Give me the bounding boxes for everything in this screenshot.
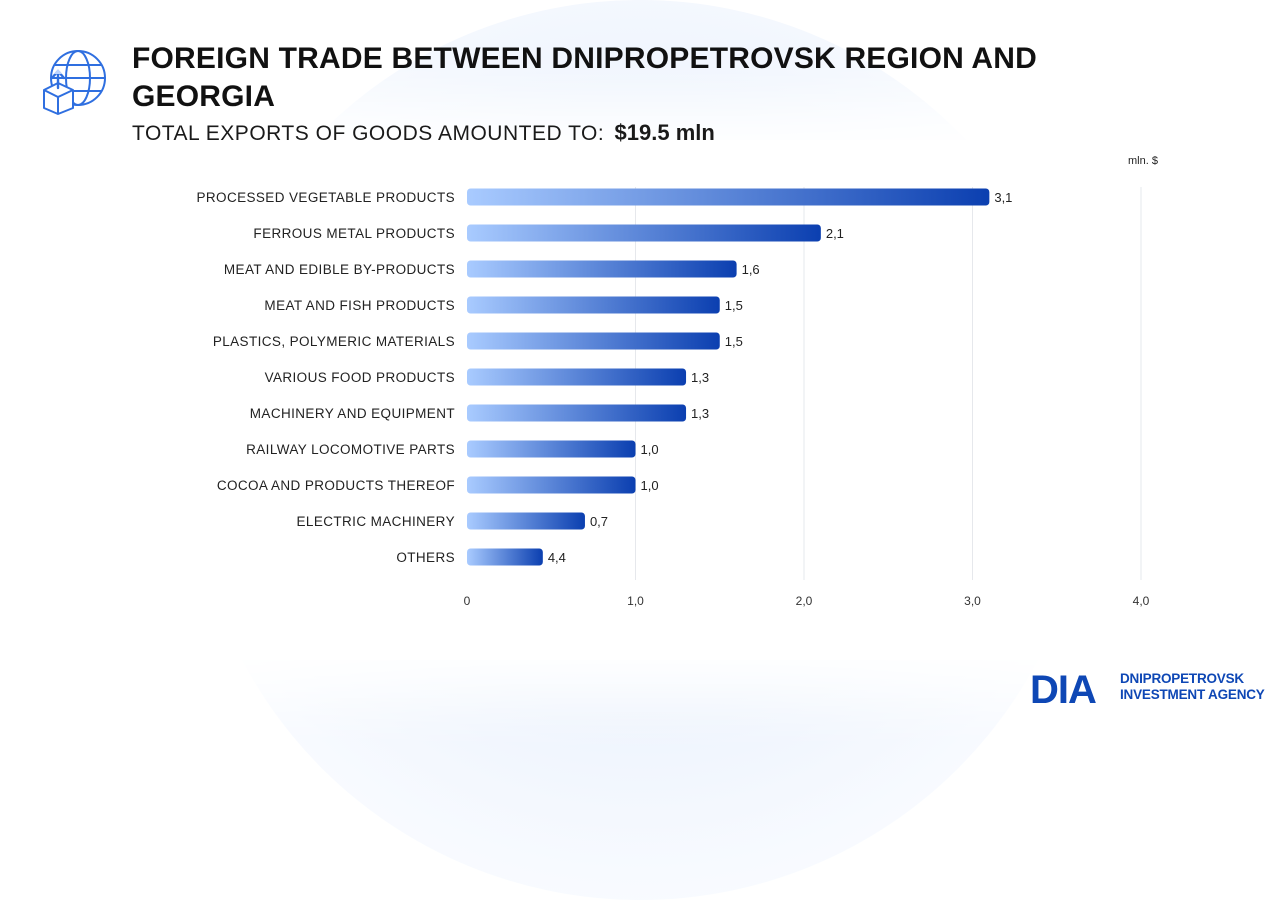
subtitle-prefix: TOTAL EXPORTS OF GOODS AMOUNTED TO: xyxy=(132,122,605,145)
dia-logo-mark: DIA xyxy=(1030,668,1097,707)
value-label: 0,7 xyxy=(590,514,608,529)
value-label: 1,3 xyxy=(691,370,709,385)
dia-logo-text: DNIPROPETROVSK INVESTMENT AGENCY xyxy=(1120,671,1265,703)
bar xyxy=(467,296,720,314)
category-label: MEAT AND EDIBLE BY-PRODUCTS xyxy=(224,262,455,277)
value-label: 1,5 xyxy=(725,298,743,313)
value-label: 2,1 xyxy=(826,226,844,241)
category-label: RAILWAY LOCOMOTIVE PARTS xyxy=(246,442,455,457)
category-label: PROCESSED VEGETABLE PRODUCTS xyxy=(196,190,455,205)
category-label: PLASTICS, POLYMERIC MATERIALS xyxy=(213,334,455,349)
dia-logo-letters: DIA xyxy=(1030,668,1096,707)
bar xyxy=(467,512,585,530)
bar xyxy=(467,368,687,386)
x-tick-label: 4,0 xyxy=(1133,594,1150,608)
x-tick-label: 2,0 xyxy=(796,594,813,608)
x-tick-label: 3,0 xyxy=(964,594,981,608)
bar xyxy=(467,260,737,278)
category-label: FERROUS METAL PRODUCTS xyxy=(253,226,455,241)
category-label: VARIOUS FOOD PRODUCTS xyxy=(265,370,455,385)
value-label: 1,3 xyxy=(691,406,709,421)
logo-line-2: INVESTMENT AGENCY xyxy=(1120,687,1265,702)
globe-export-box-icon xyxy=(43,50,106,115)
page-title: FOREIGN TRADE BETWEEN DNIPROPETROVSK REG… xyxy=(132,42,1038,113)
value-label: 4,4 xyxy=(548,550,566,565)
total-exports-value: $19.5 mln xyxy=(614,120,715,145)
bar xyxy=(467,332,720,350)
bar-chart: 0 1,0 2,0 3,0 4,0 PROCESSED VEGETABLE PRODUCT… xyxy=(196,187,1150,608)
value-label: 3,1 xyxy=(994,190,1012,205)
value-label: 1,0 xyxy=(641,442,659,457)
bars xyxy=(467,188,990,566)
logo-line-1: DNIPROPETROVSK xyxy=(1120,671,1244,686)
value-label: 1,0 xyxy=(641,478,659,493)
category-label: MEAT AND FISH PRODUCTS xyxy=(264,298,455,313)
dia-logo: DIA DNIPROPETROVSK INVESTMENT AGENCY xyxy=(1030,667,1265,707)
x-tick-label: 0 xyxy=(464,594,471,608)
grid-lines xyxy=(635,187,1142,580)
bar xyxy=(467,440,636,458)
category-label: COCOA AND PRODUCTS THEREOF xyxy=(217,478,455,493)
bar xyxy=(467,476,636,494)
category-label: OTHERS xyxy=(396,550,455,565)
x-tick-label: 1,0 xyxy=(627,594,644,608)
value-label: 1,5 xyxy=(725,334,743,349)
value-label: 1,6 xyxy=(742,262,760,277)
page-subtitle: TOTAL EXPORTS OF GOODS AMOUNTED TO: $19.… xyxy=(132,120,715,146)
category-label: ELECTRIC MACHINERY xyxy=(297,514,455,529)
unit-label: mln. $ xyxy=(1128,155,1158,167)
bar xyxy=(467,404,687,422)
bar xyxy=(467,548,543,566)
bar xyxy=(467,188,990,206)
category-label: MACHINERY AND EQUIPMENT xyxy=(250,406,455,421)
bar xyxy=(467,224,821,242)
labels: 0 1,0 2,0 3,0 4,0 PROCESSED VEGETABLE PRODUCT… xyxy=(196,190,1149,608)
